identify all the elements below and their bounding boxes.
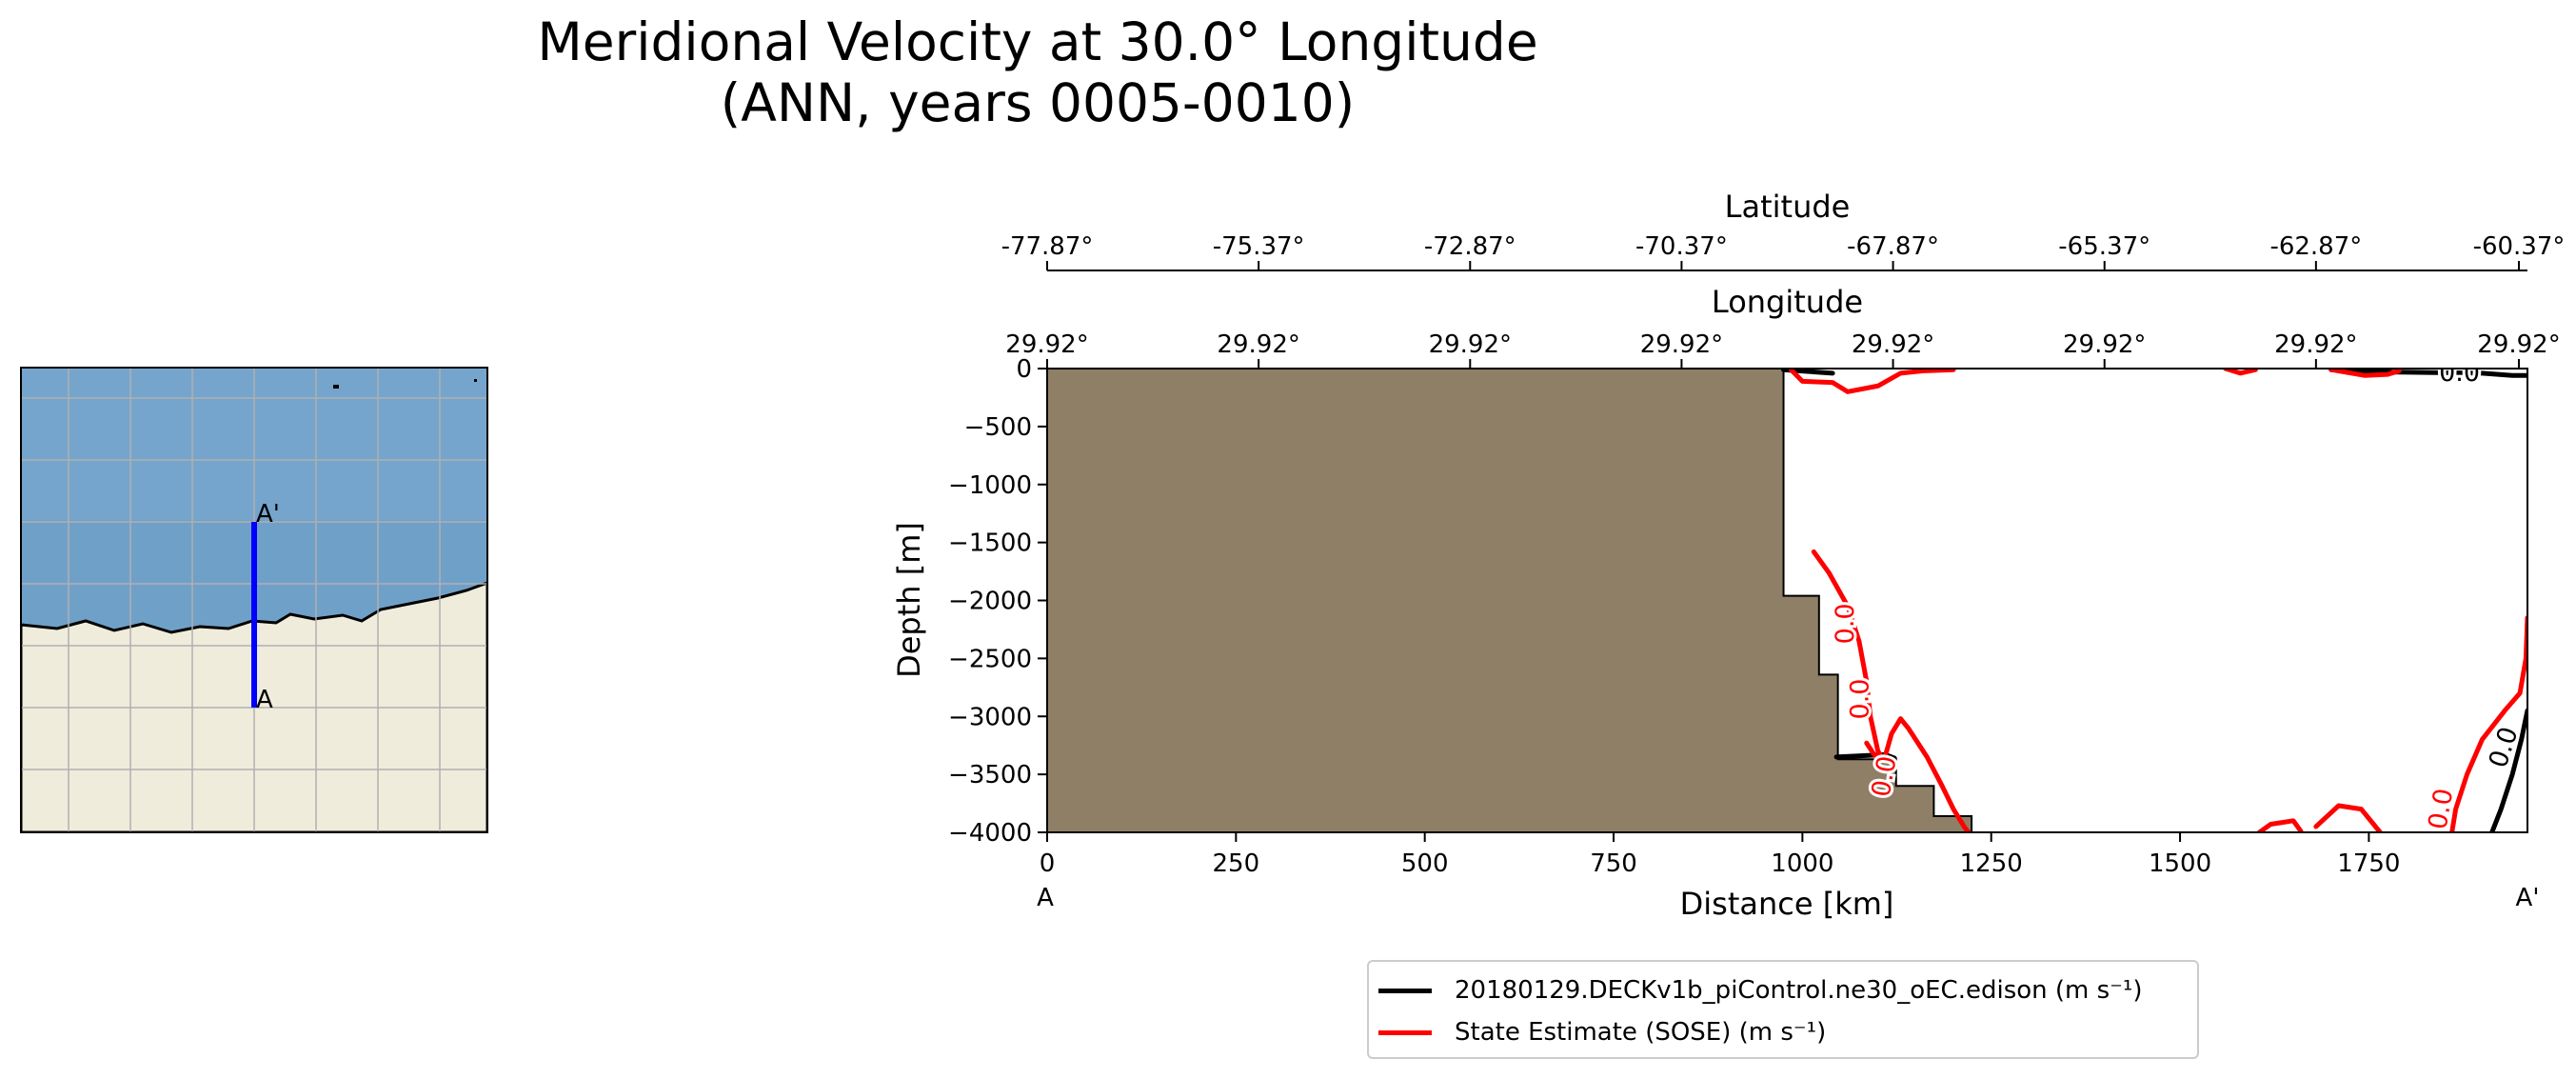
- x-axis: 0 250 500 750 1000 1250 1500 1750: [1040, 832, 2400, 878]
- contour-line-series-0-2: [2489, 708, 2527, 832]
- top-axis-0-tick-label-5: -65.37°: [2058, 232, 2150, 261]
- x-axis-label: Distance [km]: [1680, 886, 1894, 922]
- bathymetry-polygon: [1047, 369, 1973, 832]
- top-axis-1-tick-label-5: 29.92°: [2063, 330, 2146, 359]
- contour-line-series-1-3: [1811, 549, 1887, 764]
- legend-item-obs: State Estimate (SOSE) (m s⁻¹): [1378, 1013, 1826, 1051]
- x-tick-label-7: 1750: [2337, 849, 2400, 878]
- top-axis-1-tick-label-2: 29.92°: [1429, 330, 1512, 359]
- contour-layer: 0.00.00.00.00.00.0: [1781, 358, 2527, 832]
- top-axis-1-tick-label-0: 29.92°: [1005, 330, 1088, 359]
- x-tick-label-6: 1500: [2149, 849, 2211, 878]
- y-tick-label-1: −500: [964, 413, 1032, 442]
- contour-label-series-1-0: 0.0: [1831, 603, 1860, 644]
- top-axis-0-title: Latitude: [1725, 189, 1851, 225]
- x-tick-label-3: 750: [1590, 849, 1637, 878]
- top-axis-0-tick-label-3: -70.37°: [1635, 232, 1728, 261]
- contour-line-series-1-0: [1788, 369, 1956, 394]
- contour-label-series-1-1: 0.0: [1846, 679, 1875, 720]
- map-label-a: A: [256, 686, 273, 714]
- top-axis-0-tick-label-6: -62.87°: [2269, 232, 2362, 261]
- x-tick-label-2: 500: [1401, 849, 1449, 878]
- x-endpoint-a: A: [1037, 884, 1054, 912]
- legend-label-model: 20180129.DECKv1b_piControl.ne30_oEC.edis…: [1455, 976, 2143, 1005]
- top-axes: -77.87° -75.37° -72.87° -70.37° -67.87° -65.3…: [1001, 189, 2566, 369]
- inset-map: A' A: [20, 367, 488, 833]
- contour-label-series-1-2: 0.0: [1867, 754, 1903, 800]
- chart-title: Meridional Velocity at 30.0° Longitude (…: [381, 11, 1694, 133]
- section-chart: 0.00.00.00.00.00.0 0 250 500 750 1000 1250 150…: [891, 189, 2565, 922]
- x-tick-label-1: 250: [1213, 849, 1260, 878]
- x-endpoint-a-prime: A': [2516, 884, 2540, 912]
- y-tick-label-6: −3000: [948, 703, 1032, 731]
- contour-line-series-1-2: [2328, 369, 2402, 378]
- top-axis-1-tick-label-1: 29.92°: [1217, 330, 1299, 359]
- map-label-a-prime: A': [256, 500, 280, 529]
- contour-line-series-0-1: [2328, 369, 2527, 378]
- x-tick-label-0: 0: [1040, 849, 1056, 878]
- legend: 20180129.DECKv1b_piControl.ne30_oEC.edis…: [1367, 960, 2199, 1059]
- contour-line-series-1-8: [2449, 615, 2527, 832]
- bathymetry-layer: [1047, 369, 1973, 832]
- legend-item-model: 20180129.DECKv1b_piControl.ne30_oEC.edis…: [1378, 971, 2142, 1009]
- contour-line-series-1-7: [2313, 803, 2383, 832]
- top-axis-0-tick-label-4: -67.87°: [1847, 232, 1939, 261]
- legend-line-obs: [1378, 1029, 1432, 1035]
- y-tick-label-0: 0: [1016, 355, 1032, 384]
- y-tick-label-4: −2000: [948, 588, 1032, 616]
- contour-line-series-1-1: [2223, 369, 2258, 376]
- chart-title-line2: (ANN, years 0005-0010): [720, 72, 1356, 133]
- x-tick-label-5: 1250: [1960, 849, 2023, 878]
- contour-line-series-1-5: [1864, 740, 1885, 764]
- y-tick-label-2: −1000: [948, 471, 1032, 500]
- top-axis-1-tick-label-3: 29.92°: [1640, 330, 1723, 359]
- legend-label-obs: State Estimate (SOSE) (m s⁻¹): [1455, 1018, 1827, 1047]
- top-axis-0-tick-label-2: -72.87°: [1424, 232, 1516, 261]
- top-axis-1-tick-label-7: 29.92°: [2477, 330, 2560, 359]
- top-axis-0-tick-label-7: -60.37°: [2473, 232, 2566, 261]
- y-tick-label-5: −2500: [948, 645, 1032, 673]
- top-axis-1-title: Longitude: [1712, 284, 1863, 320]
- y-tick-label-7: −3500: [948, 761, 1032, 789]
- top-axis-1-tick-label-6: 29.92°: [2274, 330, 2357, 359]
- contour-line-series-1-6: [2256, 818, 2304, 832]
- top-axis-0-tick-label-0: -77.87°: [1001, 232, 1094, 261]
- y-tick-label-8: −4000: [948, 819, 1032, 848]
- contour-label-series-0-0: 0.0: [2439, 358, 2480, 388]
- map-frame: [20, 367, 488, 833]
- y-axis-label: Depth [m]: [891, 522, 927, 678]
- x-tick-label-4: 1000: [1771, 849, 1833, 878]
- chart-title-line1: Meridional Velocity at 30.0° Longitude: [537, 11, 1538, 72]
- y-tick-label-3: −1500: [948, 530, 1032, 558]
- legend-line-model: [1378, 988, 1432, 993]
- top-axis-0-tick-label-1: -75.37°: [1213, 232, 1305, 261]
- top-axis-1-tick-label-4: 29.92°: [1852, 330, 1934, 359]
- contour-line-series-1-4: [1881, 716, 1972, 832]
- y-axis: 0 −500 −1000 −1500 −2000 −2500 −3000 −3500 −4000: [948, 355, 1047, 848]
